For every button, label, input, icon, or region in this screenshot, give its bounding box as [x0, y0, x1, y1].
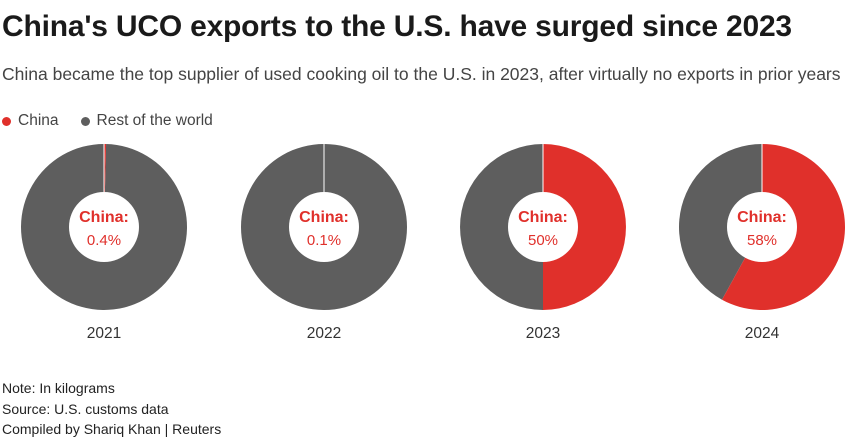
chart-subtitle: China became the top supplier of used co… [2, 64, 841, 84]
center-value-2024: 58% [747, 232, 777, 249]
note-text: Note: In kilograms [2, 380, 115, 396]
slice-rest-2024 [679, 144, 762, 300]
year-label-2023: 2023 [526, 325, 560, 342]
slice-china-2023 [543, 144, 626, 310]
center-value-2022: 0.1% [307, 232, 341, 249]
center-label-2024: China: [737, 209, 787, 226]
chart-title: China's UCO exports to the U.S. have sur… [2, 10, 792, 43]
legend-swatch-china [2, 116, 11, 126]
center-value-2023: 50% [528, 232, 558, 249]
donut-2024: China: 58% 2024 [679, 144, 846, 342]
center-label-2021: China: [79, 209, 129, 226]
legend: China Rest of the world [2, 112, 235, 130]
donut-2023: China: 50% 2023 [460, 144, 626, 342]
slice-rest-2023 [460, 144, 543, 310]
center-value-2021: 0.4% [87, 232, 121, 249]
donut-hole-2022 [289, 192, 359, 262]
legend-item-rest: Rest of the world [80, 112, 213, 130]
donut-2021: China: 0.4% 2021 [21, 144, 188, 342]
donut-hole-2021 [69, 192, 139, 262]
legend-swatch-rest [80, 116, 90, 126]
donut-hole-2024 [727, 192, 797, 262]
center-label-2022: China: [299, 209, 349, 226]
year-label-2022: 2022 [307, 325, 341, 342]
legend-label-china: China [18, 112, 59, 129]
center-label-2023: China: [518, 209, 568, 226]
footnotes: Note: In kilograms Source: U.S. customs … [2, 378, 221, 440]
credit-text: Compiled by Shariq Khan | Reuters [2, 421, 222, 437]
donut-2022: China: 0.1% 2022 [241, 144, 408, 342]
donut-hole-2023 [508, 192, 578, 262]
year-label-2024: 2024 [745, 325, 780, 342]
source-text: Source: U.S. customs data [2, 400, 169, 417]
legend-label-rest: Rest of the world [96, 112, 213, 129]
legend-item-china: China [2, 112, 59, 130]
year-label-2021: 2021 [87, 325, 121, 342]
